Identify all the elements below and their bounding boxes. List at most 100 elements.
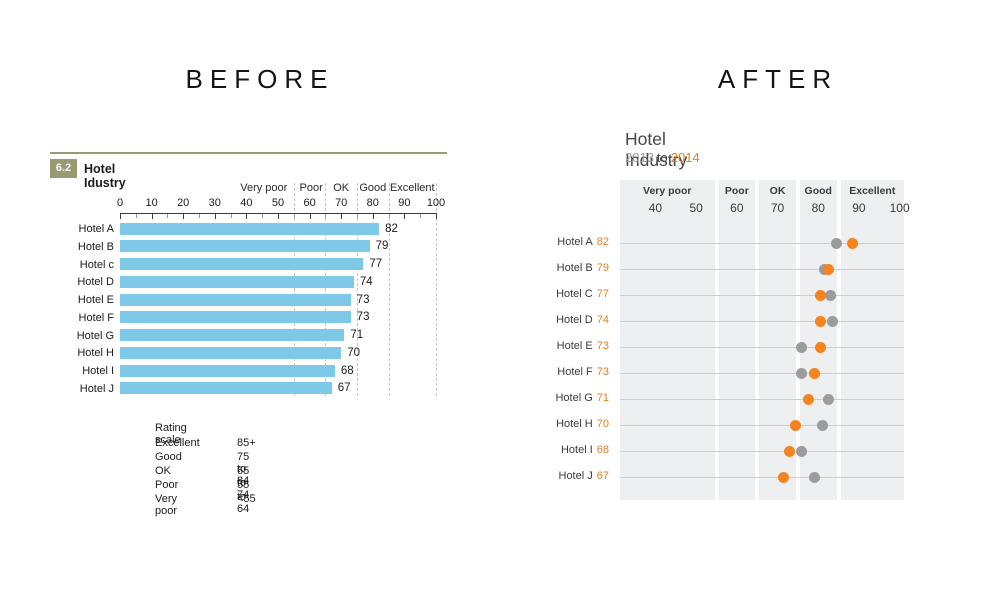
hotel-row-label: Hotel J 67: [470, 470, 610, 482]
after-chart-title: Hotel Industry: [625, 129, 688, 170]
subtitle-connector: to: [656, 150, 668, 165]
rating-band-label: Excellent: [849, 185, 896, 197]
hotel-2014-value: 79: [596, 261, 609, 274]
axis-tick-label: 30: [208, 197, 221, 209]
hotel-2014-value: 71: [596, 391, 609, 404]
hotel-name-label: Hotel D: [77, 276, 114, 289]
hotel-name-label: Hotel E: [77, 294, 114, 306]
hotel-name-label: Hotel F: [78, 311, 114, 324]
hotel-name-label: Hotel H: [77, 347, 114, 360]
dot-2014: [802, 393, 814, 405]
hotel-name: Hotel D: [556, 313, 593, 326]
rating-category-label: Very poor: [240, 182, 288, 194]
figure-number-badge: 6.2: [50, 159, 77, 178]
axis-tick-label: 10: [145, 197, 158, 209]
axis-tick-label: 40: [240, 197, 253, 209]
rating-scale-row-label: OK: [155, 465, 171, 477]
bar-value-label: 82: [385, 222, 398, 235]
rating-band-label: Poor: [724, 185, 749, 197]
rating-scale-row-label: Good: [155, 451, 182, 463]
hotel-name-label: Hotel c: [79, 258, 114, 271]
axis-tick-mark: [199, 214, 200, 218]
hotel-2014-value: 77: [596, 287, 609, 300]
bar-value-label: 79: [375, 240, 389, 253]
x-axis-line: [120, 213, 437, 214]
axis-tick-mark: [309, 214, 311, 219]
axis-tick-mark: [372, 214, 374, 219]
hotel-bar: [120, 364, 335, 377]
hotel-name: Hotel F: [557, 365, 593, 378]
axis-tick-mark: [120, 214, 121, 219]
axis-tick-mark: [214, 214, 216, 219]
hotel-name: Hotel H: [556, 417, 593, 430]
rating-band: [718, 180, 756, 500]
dot-2013: [796, 445, 808, 457]
axis-tick-label: 70: [770, 201, 785, 215]
hotel-name: Hotel B: [556, 261, 593, 274]
dot-2014: [778, 471, 790, 483]
hotel-bar: [120, 275, 354, 288]
axis-tick-mark: [135, 214, 137, 218]
rating-scale-row-range: 85+: [237, 437, 256, 449]
hotel-2014-value: 74: [596, 313, 609, 326]
rating-boundary-gridline: [436, 183, 437, 396]
axis-tick-label: 80: [811, 201, 825, 215]
hotel-name: Hotel G: [555, 391, 593, 404]
row-line: [620, 425, 904, 426]
rating-band-label: Very poor: [643, 185, 692, 197]
axis-tick-mark: [420, 214, 422, 218]
hotel-row-label: Hotel I 68: [470, 444, 609, 456]
rating-category-label: Poor: [299, 182, 323, 194]
hotel-row-label: Hotel A 82: [470, 236, 609, 248]
axis-tick-label: 50: [271, 197, 285, 209]
rating-band: [840, 180, 904, 500]
hotel-name-label: Hotel B: [77, 240, 114, 253]
dot-2013: [808, 471, 820, 483]
rating-scale-row-range: 75 to 84: [237, 451, 250, 487]
rating-scale-row-label: Poor: [155, 479, 179, 491]
hotel-bar: [120, 346, 342, 359]
axis-tick-label: 80: [366, 197, 379, 209]
axis-tick-label: 20: [177, 197, 190, 209]
hotel-bar: [120, 382, 332, 395]
hotel-row-label: Hotel H 70: [470, 418, 609, 430]
hotel-bar: [120, 240, 370, 253]
dot-2014: [814, 315, 826, 327]
hotel-bar: [120, 311, 351, 324]
rating-category-label: Excellent: [389, 182, 435, 194]
hotel-2014-value: 82: [596, 235, 609, 248]
axis-tick-mark: [278, 214, 279, 219]
hotel-name: Hotel E: [556, 339, 593, 352]
bar-value-label: 73: [356, 293, 370, 306]
bar-value-label: 71: [350, 329, 364, 341]
axis-tick-mark: [183, 214, 185, 219]
hotel-2014-value: 68: [596, 443, 609, 456]
bar-value-label: 67: [337, 382, 351, 395]
hotel-name-label: Hotel I: [82, 365, 114, 377]
axis-tick-mark: [246, 214, 248, 219]
row-line: [620, 321, 904, 322]
dot-2014: [847, 237, 859, 249]
rating-category-label: OK: [333, 182, 350, 194]
axis-tick-mark: [151, 214, 153, 219]
row-line: [620, 269, 904, 270]
rating-band: [620, 180, 715, 500]
rating-category-label: Good: [359, 182, 387, 194]
hotel-2014-value: 73: [596, 365, 609, 378]
rating-scale-row-label: Very poor: [155, 493, 178, 517]
axis-tick-label: 0: [116, 197, 124, 209]
dot-2014: [814, 289, 826, 301]
after-heading: AFTER: [717, 64, 839, 94]
rating-boundary-gridline: [357, 183, 358, 396]
bar-value-label: 68: [340, 364, 354, 377]
subtitle-year-2014: 2014: [670, 150, 700, 165]
axis-tick-mark: [357, 214, 358, 218]
hotel-name-label: Hotel A: [78, 223, 114, 235]
axis-tick-mark: [404, 214, 406, 219]
bar-value-label: 74: [359, 275, 373, 288]
hotel-name-label: Hotel G: [76, 329, 114, 342]
hotel-name: Hotel C: [556, 287, 593, 300]
hotel-row-label: Hotel D 74: [470, 314, 609, 326]
hotel-row-label: Hotel C 77: [470, 288, 609, 300]
hotel-row-label: Hotel F 73: [470, 366, 609, 378]
